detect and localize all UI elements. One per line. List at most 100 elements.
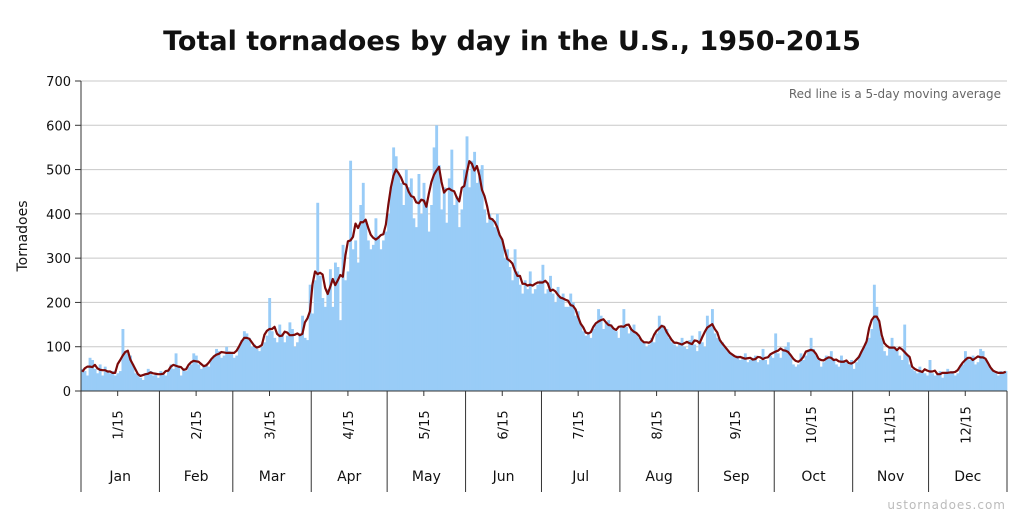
bar <box>106 371 110 391</box>
bar <box>673 344 676 391</box>
bar <box>96 373 100 391</box>
bar <box>958 366 962 391</box>
bar <box>490 218 494 391</box>
bar <box>273 337 277 391</box>
bar <box>999 371 1003 391</box>
bar <box>215 348 218 391</box>
bar <box>356 262 360 391</box>
bar <box>108 373 112 391</box>
month-label: May <box>412 469 441 485</box>
bar <box>392 147 396 391</box>
bar <box>222 355 226 391</box>
bar <box>845 362 848 391</box>
bar <box>129 355 132 391</box>
bar <box>571 302 575 391</box>
bar <box>918 366 922 391</box>
bar <box>91 360 95 391</box>
bar <box>963 351 967 391</box>
bar <box>662 326 666 391</box>
bar <box>885 355 889 391</box>
bar <box>880 337 884 391</box>
bar <box>445 222 449 391</box>
bar <box>306 340 310 391</box>
bar <box>270 331 274 391</box>
bar <box>589 337 593 391</box>
x-tick-label: 4/15 <box>342 410 357 439</box>
bar <box>746 362 750 391</box>
bar <box>83 371 87 391</box>
bar <box>951 371 955 391</box>
x-tick-label: 3/15 <box>264 410 279 439</box>
bar <box>961 364 965 391</box>
bar <box>867 337 871 391</box>
bar <box>457 227 461 391</box>
bar <box>594 324 598 391</box>
bar <box>331 306 335 391</box>
bar <box>670 342 674 391</box>
bar <box>531 293 535 391</box>
bar <box>366 240 370 391</box>
bar <box>124 351 127 391</box>
bar <box>837 366 841 391</box>
bar <box>493 227 497 391</box>
bar <box>683 346 687 391</box>
watermark: ustornadoes.com <box>887 498 1006 512</box>
bar <box>369 249 373 391</box>
bar <box>339 320 342 391</box>
y-tick-label: 700 <box>46 75 71 90</box>
bar <box>414 227 418 391</box>
bar <box>265 335 269 391</box>
bar <box>814 355 818 391</box>
bar <box>705 315 709 391</box>
bar <box>177 366 181 391</box>
bar <box>495 213 499 391</box>
bar <box>101 375 105 391</box>
bar <box>242 331 246 391</box>
bar <box>435 125 439 392</box>
bar <box>323 306 327 391</box>
bar <box>278 324 282 391</box>
bar <box>738 360 742 391</box>
bar <box>437 165 441 391</box>
bar <box>936 373 940 391</box>
bar <box>361 182 365 391</box>
bar <box>865 342 869 391</box>
bar <box>526 289 530 391</box>
bar <box>650 337 654 391</box>
bar <box>280 333 284 391</box>
bar <box>503 258 507 391</box>
bar <box>382 240 385 391</box>
bar <box>898 355 902 391</box>
bar <box>220 357 224 391</box>
bar <box>377 236 380 391</box>
x-tick-label: 5/15 <box>418 410 433 439</box>
bar <box>113 375 117 391</box>
bar <box>703 346 707 391</box>
bar <box>756 362 760 391</box>
bar <box>974 364 977 391</box>
bar <box>824 355 828 391</box>
bar <box>344 280 348 391</box>
bar <box>488 213 492 391</box>
moving-average-polyline <box>81 160 1007 378</box>
bar <box>159 371 163 391</box>
bar <box>908 364 912 391</box>
bar <box>341 244 345 391</box>
bar <box>809 337 813 391</box>
bar <box>81 368 84 391</box>
bar <box>721 342 724 391</box>
bar <box>528 271 532 391</box>
bar <box>232 357 236 391</box>
bar <box>354 240 358 391</box>
bar <box>533 289 537 391</box>
bar <box>263 342 267 391</box>
bar <box>827 357 831 391</box>
bar <box>665 329 669 391</box>
month-label: Jun <box>492 469 515 485</box>
bar <box>597 309 601 391</box>
bar <box>455 196 459 391</box>
bar <box>506 249 509 391</box>
month-label: Oct <box>801 469 826 485</box>
bar <box>131 364 135 391</box>
